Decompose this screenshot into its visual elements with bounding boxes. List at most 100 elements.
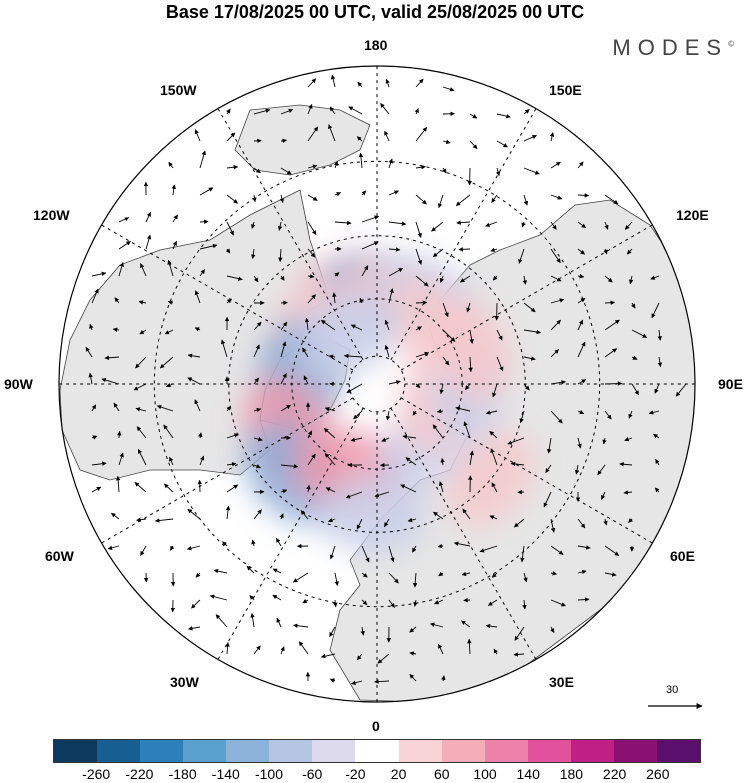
wind-vector (320, 653, 336, 659)
lon-label-120e: 120E (676, 207, 709, 223)
wind-vector (577, 248, 585, 255)
wind-vector (523, 302, 536, 313)
wind-vector (252, 194, 257, 203)
wind-vector (163, 483, 174, 493)
wind-vector (604, 381, 623, 386)
wind-vector (388, 599, 395, 608)
colorbar-tick-label: -260 (82, 766, 111, 782)
colorbar (53, 739, 701, 763)
wind-vector (377, 653, 390, 664)
wind-vector (145, 211, 151, 223)
wind-vector (388, 190, 399, 196)
lon-label-120w: 120W (33, 207, 70, 223)
wind-vector (631, 329, 648, 338)
wind-vector (112, 327, 120, 332)
landmass-alaska (234, 104, 371, 176)
wind-vector (577, 341, 586, 358)
wind-vector (194, 327, 201, 332)
wind-vector (604, 572, 617, 577)
wind-vector (85, 346, 93, 358)
wind-vector (546, 437, 552, 454)
wind-vector (577, 569, 587, 575)
wind-vector (604, 410, 612, 420)
wind-vector (655, 458, 660, 466)
colorbar-tick-label: -220 (125, 766, 154, 782)
wind-vector (298, 641, 309, 655)
wind-vector (225, 505, 231, 520)
brand-mark: © (728, 39, 734, 49)
wind-vector (140, 545, 147, 556)
wind-vector (279, 194, 285, 204)
positive-anomaly (445, 431, 536, 528)
wind-vector (194, 129, 201, 142)
wind-vector (187, 377, 201, 385)
wind-vector (415, 78, 424, 88)
lon-label-0: 0 (372, 718, 380, 734)
wind-vector (574, 464, 580, 475)
wind-vector (437, 543, 444, 549)
wind-vector (543, 491, 552, 508)
wind-vector (405, 457, 417, 466)
wind-vector (307, 453, 316, 466)
wind-vector (415, 248, 423, 265)
wind-vector (374, 491, 390, 498)
wind-vector (199, 243, 218, 250)
colorbar-swatch (269, 740, 313, 762)
wind-vector (442, 86, 455, 92)
wind-vector (307, 430, 313, 439)
wind-vector (324, 453, 336, 466)
wind-vector (115, 475, 121, 493)
wind-vector (172, 240, 177, 250)
wind-vector (388, 545, 395, 563)
wind-vector (118, 452, 124, 466)
lon-label-60w: 60W (45, 548, 74, 564)
wind-vector (101, 377, 120, 385)
wind-vector (324, 407, 336, 412)
wind-vector (154, 518, 174, 523)
wind-vector (496, 113, 511, 119)
wind-vector (485, 221, 498, 227)
wind-vector (414, 108, 419, 115)
wind-vector (250, 248, 256, 260)
colorbar-tick-label: -20 (345, 766, 366, 782)
wind-vector (577, 545, 591, 550)
wind-vector (215, 614, 228, 628)
wind-vector (138, 300, 147, 305)
wind-vector (167, 300, 174, 305)
wind-vector (415, 383, 421, 389)
wind-vector (222, 541, 228, 547)
wind-vector (523, 135, 537, 142)
wind-vector (577, 437, 582, 449)
wind-vector (163, 424, 174, 439)
wind-vector (280, 108, 294, 115)
wind-vector (619, 462, 633, 467)
wind-vector (442, 329, 456, 342)
wind-vector (522, 599, 527, 610)
wind-vector (466, 302, 471, 313)
wind-vector (550, 410, 563, 424)
brand-text: MODES (612, 35, 729, 60)
lon-label-30w: 30W (170, 674, 199, 690)
wind-vector (253, 167, 261, 174)
wind-vector (88, 372, 93, 385)
wind-vector (384, 130, 390, 142)
wind-vector (253, 645, 261, 655)
wind-vector (409, 626, 417, 633)
wind-vector (604, 319, 620, 331)
wind-vector (603, 248, 608, 255)
geopotential-anomaly-field (242, 249, 536, 554)
wind-vector (455, 194, 471, 206)
wind-vector (186, 545, 201, 551)
wind-vector (172, 214, 178, 223)
wind-vector (380, 103, 390, 115)
wind-vector (492, 275, 498, 281)
wind-vector (360, 626, 365, 636)
wind-vector (361, 241, 379, 250)
colorbar-swatch (312, 740, 356, 762)
wind-vector (388, 380, 401, 385)
wind-vector (520, 545, 525, 563)
wind-vector (550, 349, 559, 358)
wind-vector (469, 450, 474, 466)
wind-vector (145, 234, 152, 250)
wind-vector (385, 78, 390, 88)
